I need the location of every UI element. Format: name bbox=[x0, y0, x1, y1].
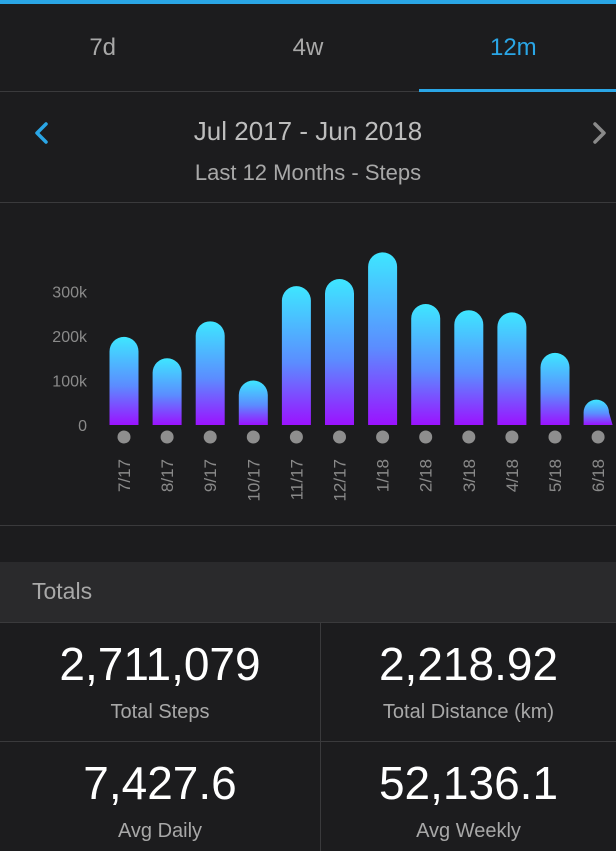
bar-10-17[interactable] bbox=[238, 380, 268, 426]
stat-total-distance: 2,218.92 Total Distance (km) bbox=[321, 623, 616, 741]
totals-grid: 2,711,079 Total Steps 2,218.92 Total Dis… bbox=[0, 623, 616, 851]
date-range-subtitle: Last 12 Months - Steps bbox=[194, 160, 422, 185]
x-tick-label: 4/18 bbox=[503, 459, 522, 492]
bar-3-18[interactable] bbox=[454, 310, 484, 425]
grid-divider-vertical bbox=[320, 623, 321, 851]
bar-dot-marker bbox=[333, 430, 346, 444]
x-tick-label: 2/18 bbox=[417, 459, 436, 492]
bar-dot-marker bbox=[203, 430, 217, 444]
x-tick-label: 5/18 bbox=[546, 459, 565, 492]
y-tick-label: 100k bbox=[52, 374, 88, 391]
top-accent-line bbox=[0, 0, 616, 4]
stat-value: 52,136.1 bbox=[378, 757, 559, 809]
y-tick-label: 300k bbox=[52, 285, 88, 302]
bar-dot-marker bbox=[505, 430, 519, 444]
bar-dot-marker bbox=[419, 430, 433, 444]
totals-label: Totals bbox=[32, 578, 93, 604]
chevron-left-icon[interactable] bbox=[28, 118, 58, 148]
stat-avg-weekly: 52,136.1 Avg Weekly bbox=[321, 742, 616, 851]
bar-7-17[interactable] bbox=[109, 336, 139, 425]
y-tick-label: 0 bbox=[78, 418, 87, 435]
x-tick-label: 12/17 bbox=[331, 459, 350, 502]
x-tick-label: 9/17 bbox=[201, 459, 220, 492]
bar-5-18[interactable] bbox=[540, 352, 570, 425]
tab-12m[interactable]: 12m bbox=[411, 4, 616, 92]
chart-svg: 0 100k 200k 300k 7/17 8/17 9/17 10/17 11/17 12/1… bbox=[52, 252, 613, 502]
x-tick-label: 6/18 bbox=[589, 459, 608, 492]
bar-dot-marker bbox=[548, 430, 562, 444]
bar-dot-marker bbox=[376, 430, 390, 444]
bar-dot-marker bbox=[289, 430, 303, 444]
bar-9-17[interactable] bbox=[195, 321, 225, 425]
date-range-title: Jul 2017 - Jun 2018 bbox=[193, 116, 423, 146]
chevron-right-icon[interactable] bbox=[586, 118, 616, 148]
stat-avg-daily: 7,427.6 Avg Daily bbox=[0, 742, 320, 851]
bar-11-17[interactable] bbox=[281, 286, 311, 425]
x-tick-label: 3/18 bbox=[460, 459, 479, 492]
bar-2-18[interactable] bbox=[411, 303, 441, 425]
x-tick-label: 1/18 bbox=[374, 459, 393, 492]
y-tick-label: 200k bbox=[52, 329, 88, 346]
period-tabs: 7d 4w 12m bbox=[0, 4, 616, 92]
stat-label: Avg Daily bbox=[117, 820, 203, 842]
stat-value: 2,711,079 bbox=[59, 638, 261, 690]
totals-header: Totals bbox=[0, 562, 616, 623]
bar-12-17[interactable] bbox=[325, 279, 354, 425]
stat-value: 2,218.92 bbox=[378, 638, 559, 690]
bar-8-17[interactable] bbox=[152, 358, 182, 425]
bar-dot-marker bbox=[591, 430, 605, 444]
tab-4w[interactable]: 4w bbox=[292, 33, 324, 61]
bar-4-18[interactable] bbox=[497, 312, 527, 425]
bar-1-18[interactable] bbox=[368, 252, 398, 425]
date-range-header: Jul 2017 - Jun 2018 Last 12 Months - Ste… bbox=[0, 92, 616, 203]
bar-6-18[interactable] bbox=[583, 399, 613, 425]
steps-bar-chart: 0 100k 200k 300k 7/17 8/17 9/17 10/17 11/17 12/1… bbox=[0, 203, 616, 526]
stat-label: Avg Weekly bbox=[416, 820, 521, 842]
grid-divider-horizontal bbox=[0, 741, 616, 742]
stat-total-steps: 2,711,079 Total Steps bbox=[0, 623, 320, 741]
stat-value: 7,427.6 bbox=[83, 757, 237, 809]
bar-dot-marker bbox=[117, 430, 131, 444]
stat-label: Total Distance (km) bbox=[382, 701, 555, 723]
x-tick-label: 7/17 bbox=[115, 459, 134, 492]
x-tick-label: 11/17 bbox=[287, 459, 306, 500]
bar-dot-marker bbox=[246, 430, 260, 444]
x-tick-label: 10/17 bbox=[244, 459, 263, 502]
stat-label: Total Steps bbox=[110, 701, 210, 723]
bar-dot-marker bbox=[462, 430, 476, 444]
bar-dot-marker bbox=[160, 430, 174, 444]
x-tick-label: 8/17 bbox=[158, 459, 177, 492]
tab-7d[interactable]: 7d bbox=[89, 33, 117, 61]
